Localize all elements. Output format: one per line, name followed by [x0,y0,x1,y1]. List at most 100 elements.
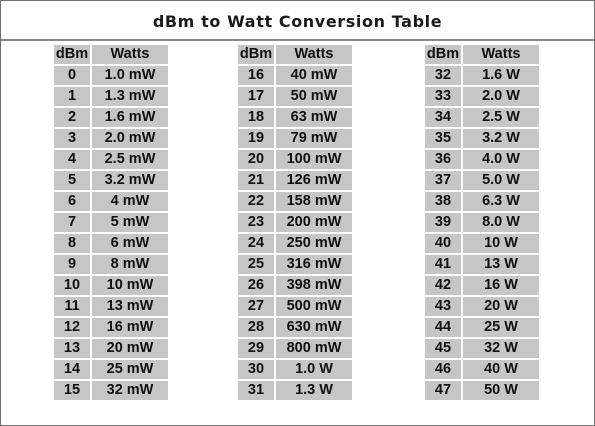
dbm-cell: 38 [425,192,463,213]
dbm-cell: 19 [238,129,276,150]
dbm-cell: 13 [54,339,92,360]
watts-header: Watts [92,45,168,66]
watts-cell: 1.0 mW [92,66,168,87]
watts-cell: 200 mW [276,213,352,234]
dbm-cell: 21 [238,171,276,192]
dbm-cell: 40 [425,234,463,255]
dbm-cell: 9 [54,255,92,276]
dbm-cell: 36 [425,150,463,171]
table-row: 32 1.6 W [425,66,539,87]
table-row: 3 2.0 mW [54,129,168,150]
table-row: 46 40 W [425,360,539,381]
watts-cell: 79 mW [276,129,352,150]
table-row: 36 4.0 W [425,150,539,171]
dbm-cell: 7 [54,213,92,234]
watts-cell: 1.3 mW [92,87,168,108]
watts-cell: 50 W [463,381,539,402]
watts-cell: 5 mW [92,213,168,234]
watts-cell: 8.0 W [463,213,539,234]
table-row: 13 20 mW [54,339,168,360]
watts-cell: 50 mW [276,87,352,108]
watts-cell: 1.3 W [276,381,352,402]
table-row: 25 316 mW [238,255,352,276]
watts-cell: 1.0 W [276,360,352,381]
dbm-cell: 17 [238,87,276,108]
dbm-cell: 46 [425,360,463,381]
dbm-cell: 6 [54,192,92,213]
table-row: 28 630 mW [238,318,352,339]
dbm-cell: 43 [425,297,463,318]
table-row: 0 1.0 mW [54,66,168,87]
dbm-header: dBm [238,45,276,66]
watts-cell: 20 mW [92,339,168,360]
table-row: 15 32 mW [54,381,168,402]
table-row: 11 13 mW [54,297,168,318]
watts-cell: 1.6 W [463,66,539,87]
table-row: 10 10 mW [54,276,168,297]
dbm-cell: 34 [425,108,463,129]
table-row: 21 126 mW [238,171,352,192]
table-row: 22 158 mW [238,192,352,213]
watts-cell: 10 mW [92,276,168,297]
table-row: 30 1.0 W [238,360,352,381]
watts-cell: 13 mW [92,297,168,318]
dbm-cell: 41 [425,255,463,276]
conversion-table-2: dBm Watts 16 40 mW 17 50 mW 18 63 mW 19 79 mW 20… [238,45,352,402]
header-row: dBm Watts [425,45,539,66]
dbm-cell: 20 [238,150,276,171]
dbm-cell: 1 [54,87,92,108]
table-row: 35 3.2 W [425,129,539,150]
watts-cell: 13 W [463,255,539,276]
dbm-cell: 12 [54,318,92,339]
watts-cell: 2.0 mW [92,129,168,150]
dbm-cell: 0 [54,66,92,87]
table-row: 24 250 mW [238,234,352,255]
table-row: 26 398 mW [238,276,352,297]
table-row: 2 1.6 mW [54,108,168,129]
watts-cell: 40 mW [276,66,352,87]
table-row: 34 2.5 W [425,108,539,129]
table-row: 23 200 mW [238,213,352,234]
watts-cell: 40 W [463,360,539,381]
dbm-cell: 24 [238,234,276,255]
table-row: 33 2.0 W [425,87,539,108]
table-row: 43 20 W [425,297,539,318]
table-row: 47 50 W [425,381,539,402]
watts-header: Watts [463,45,539,66]
table-row: 17 50 mW [238,87,352,108]
dbm-cell: 22 [238,192,276,213]
dbm-cell: 31 [238,381,276,402]
dbm-cell: 35 [425,129,463,150]
dbm-cell: 27 [238,297,276,318]
dbm-cell: 26 [238,276,276,297]
table-row: 41 13 W [425,255,539,276]
table-row: 19 79 mW [238,129,352,150]
dbm-cell: 18 [238,108,276,129]
page-title: dBm to Watt Conversion Table [152,11,443,31]
dbm-cell: 42 [425,276,463,297]
dbm-cell: 23 [238,213,276,234]
dbm-cell: 33 [425,87,463,108]
dbm-cell: 45 [425,339,463,360]
table-row: 14 25 mW [54,360,168,381]
table-row: 1 1.3 mW [54,87,168,108]
watts-cell: 3.2 W [463,129,539,150]
watts-cell: 4.0 W [463,150,539,171]
watts-cell: 250 mW [276,234,352,255]
watts-cell: 500 mW [276,297,352,318]
watts-cell: 10 W [463,234,539,255]
watts-cell: 6 mW [92,234,168,255]
conversion-table-3: dBm Watts 32 1.6 W 33 2.0 W 34 2.5 W 35 3.2 W 36… [425,45,539,402]
dbm-cell: 30 [238,360,276,381]
watts-cell: 32 W [463,339,539,360]
watts-cell: 32 mW [92,381,168,402]
dbm-cell: 28 [238,318,276,339]
watts-cell: 63 mW [276,108,352,129]
table-row: 42 16 W [425,276,539,297]
dbm-header: dBm [425,45,463,66]
watts-cell: 4 mW [92,192,168,213]
dbm-cell: 10 [54,276,92,297]
